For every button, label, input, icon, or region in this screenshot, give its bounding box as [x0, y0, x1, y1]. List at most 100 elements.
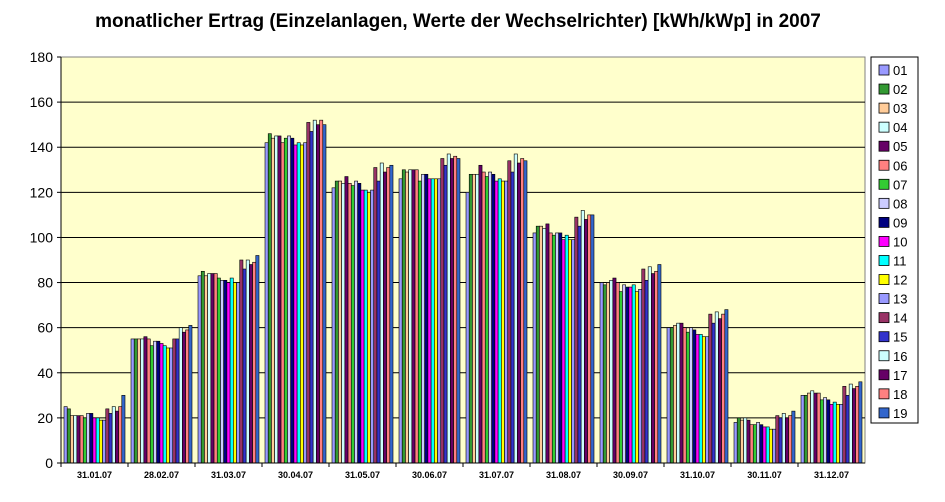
bar-03-31.12.07	[807, 392, 811, 464]
bar-14-30.11.07	[775, 415, 780, 464]
bar-16-31.08.07	[580, 210, 585, 464]
legend-swatch-04	[878, 121, 890, 133]
bar-group-28.02.07	[130, 325, 193, 464]
bar-12-30.06.07	[434, 178, 438, 464]
bar-16-30.04.07	[312, 119, 317, 464]
bar-15-30.04.07	[309, 131, 314, 464]
bar-07-30.11.07	[752, 424, 757, 464]
bar-08-31.07.07	[488, 171, 492, 464]
bar-01-31.01.07	[63, 406, 68, 464]
legend-item-08: 08	[878, 196, 907, 211]
bar-11-31.07.07	[497, 178, 502, 464]
bar-11-28.02.07	[162, 345, 167, 464]
bar-01-30.09.07	[599, 282, 604, 464]
y-tick-label-140: 140	[30, 139, 54, 155]
bar-09-28.02.07	[156, 340, 161, 464]
bar-06-30.09.07	[615, 282, 620, 464]
bar-12-30.04.07	[300, 144, 304, 464]
bar-03-28.02.07	[137, 338, 141, 464]
bar-14-30.04.07	[306, 122, 311, 464]
bar-16-30.11.07	[781, 413, 786, 464]
bar-19-30.09.07	[657, 264, 662, 464]
bar-01-30.11.07	[733, 422, 738, 464]
bar-13-30.09.07	[638, 289, 643, 464]
bar-08-31.12.07	[823, 397, 827, 464]
bar-04-30.04.07	[274, 135, 279, 464]
bar-10-31.05.07	[360, 189, 365, 464]
bar-15-31.01.07	[108, 413, 113, 464]
bar-10-31.01.07	[92, 417, 97, 464]
bar-05-30.09.07	[612, 277, 617, 464]
bar-06-31.07.07	[481, 171, 486, 464]
bar-10-30.11.07	[762, 426, 767, 464]
x-ticks: 31.01.07 28.02.07 31.03.07 30.04.07 31.05.07…	[60, 463, 849, 480]
bar-11-31.01.07	[95, 417, 100, 464]
bar-06-30.04.07	[280, 142, 285, 464]
bar-06-31.10.07	[682, 327, 687, 464]
bar-15-30.09.07	[644, 279, 649, 464]
bar-09-30.04.07	[290, 137, 295, 464]
bar-09-31.08.07	[558, 232, 563, 464]
legend-swatch-11	[878, 255, 890, 266]
bar-08-30.06.07	[421, 173, 425, 464]
legend-label-01: 01	[893, 63, 907, 78]
bar-10-31.08.07	[561, 239, 566, 464]
bar-18-28.02.07	[185, 329, 190, 464]
bar-19-31.05.07	[389, 164, 394, 464]
bar-17-31.03.07	[249, 264, 253, 464]
bar-15-31.03.07	[242, 268, 247, 464]
bar-10-31.12.07	[829, 404, 834, 464]
bar-04-30.11.07	[743, 417, 748, 464]
bar-05-31.10.07	[679, 322, 684, 464]
legend-item-16: 16	[878, 349, 907, 364]
bar-13-31.03.07	[236, 282, 241, 464]
bar-09-31.10.07	[692, 329, 697, 464]
bar-14-31.12.07	[842, 386, 847, 464]
bar-07-31.01.07	[82, 417, 87, 464]
bars	[63, 119, 863, 464]
bar-11-30.04.07	[296, 142, 301, 464]
bar-19-30.06.07	[456, 158, 461, 464]
legend-item-05: 05	[878, 139, 907, 154]
bar-02-30.06.07	[401, 169, 406, 464]
bar-07-31.07.07	[484, 176, 489, 464]
x-tick-label-31.08.07: 31.08.07	[546, 470, 581, 480]
bar-02-30.11.07	[736, 417, 741, 464]
legend-item-17: 17	[878, 368, 907, 383]
legend-label-04: 04	[893, 120, 907, 135]
legend-item-10: 10	[878, 234, 907, 249]
bar-17-30.06.07	[450, 158, 454, 464]
bar-19-31.07.07	[523, 160, 528, 464]
legend-label-05: 05	[893, 139, 907, 154]
x-tick-label-30.06.07: 30.06.07	[412, 470, 447, 480]
bar-04-30.09.07	[609, 279, 614, 464]
bar-11-31.10.07	[698, 334, 703, 464]
bar-18-31.10.07	[721, 313, 726, 464]
bar-13-30.06.07	[437, 178, 442, 464]
bar-08-31.03.07	[220, 279, 224, 464]
bar-17-28.02.07	[182, 331, 186, 464]
y-tick-label-160: 160	[30, 94, 54, 110]
bar-04-31.12.07	[810, 390, 815, 464]
bar-17-30.09.07	[651, 273, 655, 464]
legend-item-12: 12	[878, 273, 907, 288]
bar-09-30.11.07	[759, 424, 764, 464]
y-tick-label-0: 0	[45, 455, 53, 471]
bar-group-31.07.07	[465, 153, 528, 464]
bar-16-30.09.07	[647, 266, 652, 464]
legend-item-06: 06	[878, 158, 907, 173]
x-tick-label-28.02.07: 28.02.07	[144, 470, 179, 480]
bar-16-31.03.07	[245, 259, 250, 464]
bar-16-31.05.07	[379, 162, 384, 464]
bar-15-31.08.07	[577, 225, 582, 464]
y-tick-label-180: 180	[30, 49, 54, 65]
legend-item-14: 14	[878, 311, 907, 326]
bar-08-30.09.07	[622, 284, 626, 464]
bar-13-31.01.07	[102, 419, 107, 464]
bar-09-31.01.07	[89, 413, 94, 464]
bar-17-31.05.07	[383, 171, 387, 464]
bar-09-30.09.07	[625, 286, 630, 464]
bar-08-31.10.07	[689, 327, 693, 464]
plot-background	[60, 56, 866, 464]
y-ticks: 0 20 40 60 80 100 120 140 160 180	[30, 49, 61, 471]
